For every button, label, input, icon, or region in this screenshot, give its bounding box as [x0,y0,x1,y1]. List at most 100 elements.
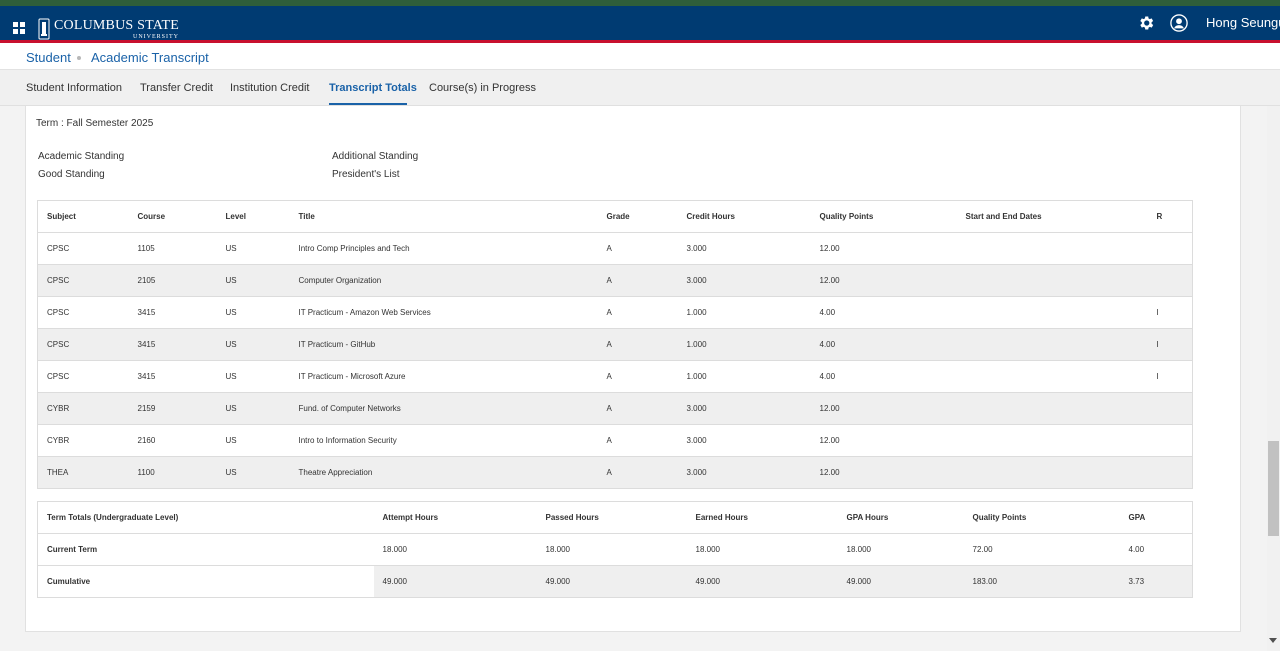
user-avatar-icon[interactable] [1170,14,1188,32]
scrollbar-thumb[interactable] [1268,441,1279,536]
table-cell: IT Practicum - Microsoft Azure [289,360,598,393]
table-cell: 18.000 [837,533,964,566]
column-header: Grade [597,200,678,233]
table-cell: Intro to Information Security [289,424,598,457]
column-header: R [1147,200,1193,233]
table-cell: US [216,456,290,489]
breadcrumb-separator [77,56,81,60]
table-cell: 1.000 [677,328,811,361]
column-header: Credit Hours [677,200,811,233]
table-cell: A [597,296,678,329]
column-header: GPA Hours [837,501,964,534]
table-cell: 4.00 [810,296,957,329]
table-row: CPSC 3415 US IT Practicum - GitHub A 1.000 4.0… [37,328,1193,361]
table-cell: 12.00 [810,264,957,297]
tab-student-information[interactable]: Student Information [26,82,123,94]
table-cell: 72.00 [963,533,1120,566]
table-cell: IT Practicum - Amazon Web Services [289,296,598,329]
table-row: THEA 1100 US Theatre Appreciation A 3.000 12.0… [37,456,1193,489]
apps-grid-icon[interactable] [13,22,25,34]
table-cell: 1100 [128,456,217,489]
tab-transcript-totals[interactable]: Transcript Totals [329,82,417,94]
table-row: CYBR 2159 US Fund. of Computer Networks A 3.0… [37,392,1193,425]
table-cell: 183.00 [963,565,1120,598]
table-cell: 3415 [128,296,217,329]
column-header: Term Totals (Undergraduate Level) [37,501,374,534]
active-tab-indicator [329,103,407,105]
table-cell: 1.000 [677,296,811,329]
gear-icon[interactable] [1137,14,1155,32]
tab-courses-in-progress[interactable]: Course(s) in Progress [429,82,536,94]
table-cell: 3.000 [677,264,811,297]
table-cell: 49.000 [686,565,838,598]
totals-table-body: Current Term 18.000 18.000 18.000 18.000 72.0… [37,533,1193,598]
breadcrumb-academic-transcript[interactable]: Academic Transcript [91,50,209,65]
column-header: Passed Hours [536,501,687,534]
table-cell: 4.00 [1119,533,1193,566]
table-row: CPSC 3415 US IT Practicum - Amazon Web Serv… [37,296,1193,329]
table-cell: 12.00 [810,424,957,457]
table-cell: 3415 [128,360,217,393]
column-header: Quality Points [963,501,1120,534]
table-cell: CPSC [37,360,129,393]
table-cell: Intro Comp Principles and Tech [289,232,598,265]
university-logo[interactable]: COLUMBUS STATE UNIVERSITY [38,17,179,41]
table-cell: Current Term [37,533,374,566]
table-cell: 2105 [128,264,217,297]
course-table: Subject Course Level Title Grade Credit Hours… [37,200,1193,489]
table-cell: 18.000 [373,533,537,566]
table-cell: Computer Organization [289,264,598,297]
table-cell: A [597,264,678,297]
breadcrumb: Student Academic Transcript [0,43,1280,70]
table-cell: A [597,424,678,457]
table-row: CPSC 1105 US Intro Comp Principles and Tech… [37,232,1193,265]
tab-institution-credit[interactable]: Institution Credit [230,82,310,94]
user-name[interactable]: Hong Seungu [1206,15,1280,30]
tab-transfer-credit[interactable]: Transfer Credit [140,82,213,94]
table-cell: A [597,360,678,393]
term-totals-table: Term Totals (Undergraduate Level) Attempt… [37,501,1193,598]
app-header: COLUMBUS STATE UNIVERSITY Hong Seungu [0,6,1280,40]
table-cell: I [1147,296,1193,329]
table-cell: A [597,456,678,489]
column-header: Course [128,200,217,233]
table-cell: 3.000 [677,392,811,425]
column-header: Attempt Hours [373,501,537,534]
breadcrumb-student[interactable]: Student [26,50,71,65]
column-header: Title [289,200,598,233]
table-cell: 2160 [128,424,217,457]
additional-standing-value: President's List [332,169,400,180]
academic-standing-value: Good Standing [38,169,105,180]
table-cell [956,360,1148,393]
term-label: Term : Fall Semester 2025 [36,118,154,129]
table-cell: US [216,392,290,425]
table-cell [1147,392,1193,425]
table-cell [956,424,1148,457]
table-row: Cumulative 49.000 49.000 49.000 49.000 183.00… [37,565,1193,598]
table-cell: CYBR [37,392,129,425]
table-cell: 49.000 [373,565,537,598]
table-cell: US [216,424,290,457]
table-row: CPSC 2105 US Computer Organization A 3.000 12.… [37,264,1193,297]
column-header: Subject [37,200,129,233]
scroll-down-arrow-icon[interactable] [1269,638,1277,643]
totals-table-header: Term Totals (Undergraduate Level) Attempt… [37,501,1193,534]
table-cell: IT Practicum - GitHub [289,328,598,361]
table-cell [956,456,1148,489]
table-cell: 12.00 [810,456,957,489]
table-cell: 3.000 [677,424,811,457]
table-cell: I [1147,328,1193,361]
table-cell: 3.000 [677,456,811,489]
table-cell: 2159 [128,392,217,425]
academic-standing-label: Academic Standing [38,151,125,162]
table-cell [956,392,1148,425]
table-cell [956,232,1148,265]
table-cell: Fund. of Computer Networks [289,392,598,425]
table-row: CYBR 2160 US Intro to Information Security A… [37,424,1193,457]
table-cell: 12.00 [810,392,957,425]
table-cell: US [216,328,290,361]
scrollbar-track[interactable] [1267,106,1280,651]
column-header: Start and End Dates [956,200,1148,233]
table-cell: 49.000 [536,565,687,598]
logo-sub-text: UNIVERSITY [132,33,179,40]
